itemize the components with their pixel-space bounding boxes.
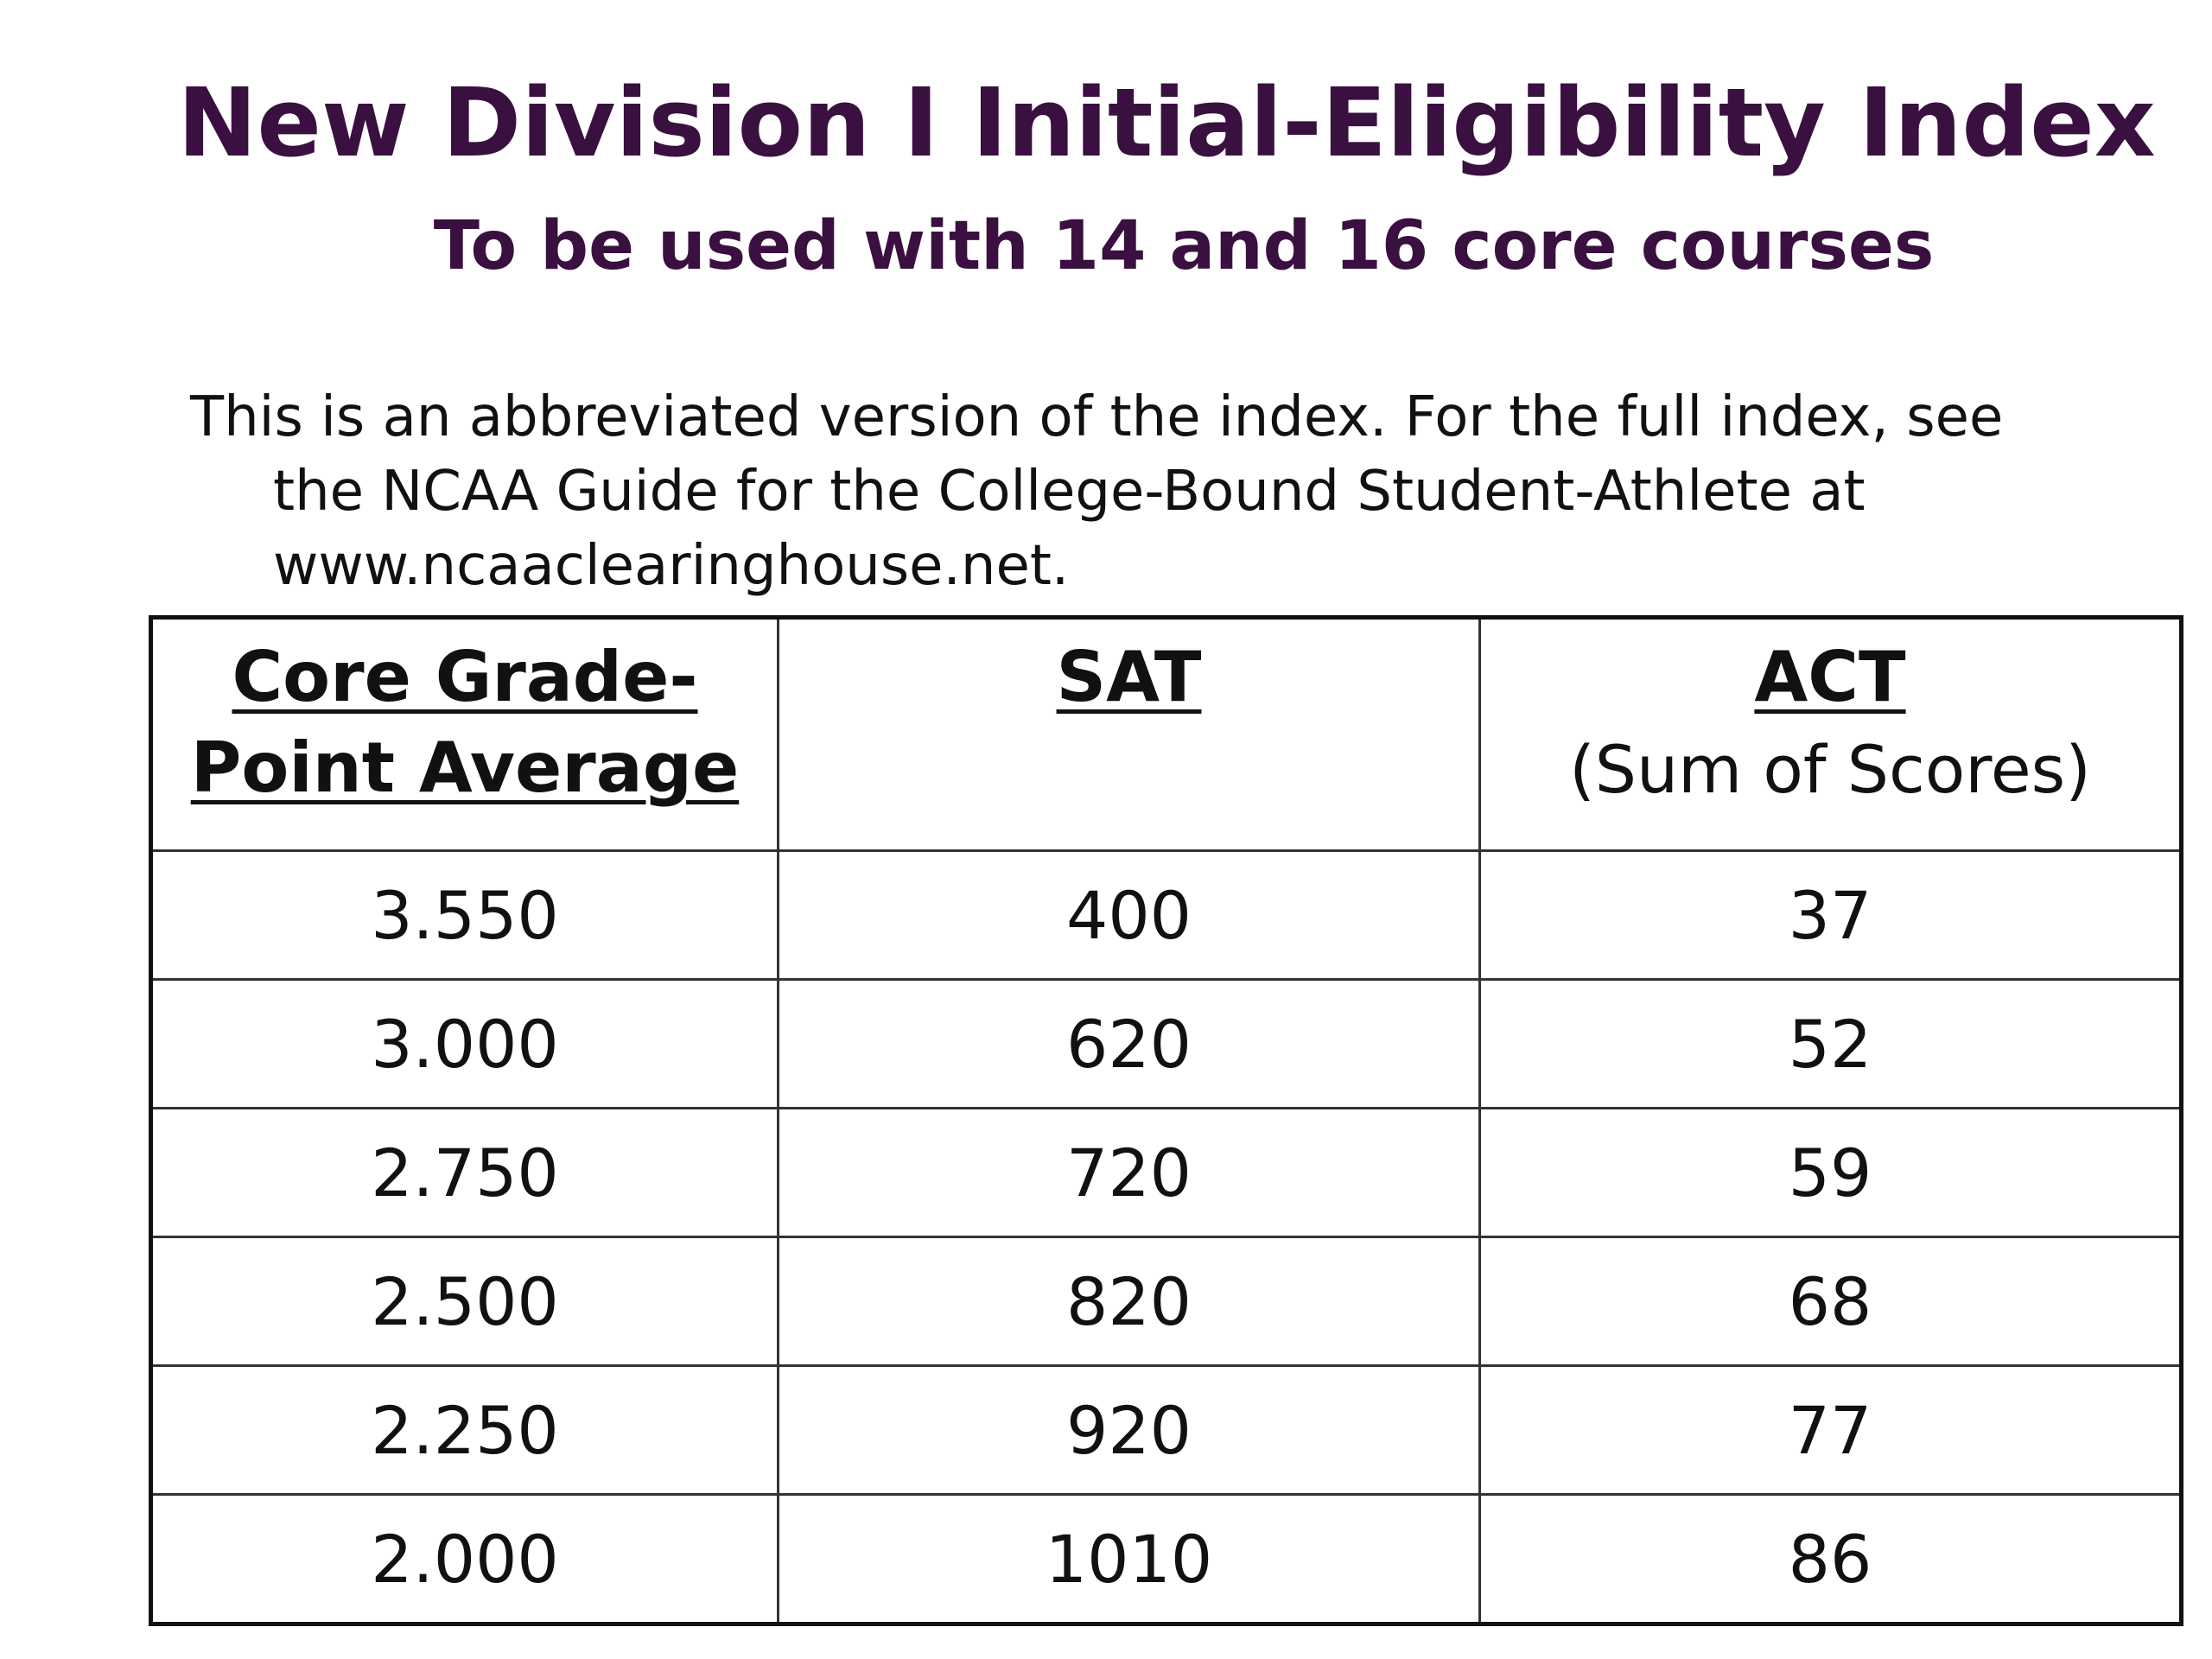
cell-sat: 720 <box>777 1107 1481 1238</box>
table-row: 3.550 400 37 <box>149 849 2183 981</box>
cell-act: 37 <box>1478 849 2183 981</box>
cell-sat: 820 <box>777 1236 1481 1367</box>
eligibility-index-table: Core Grade- Point Average SAT ACT (Sum o… <box>149 615 2183 1626</box>
cell-act: 77 <box>1478 1364 2183 1496</box>
table-row: 2.250 920 77 <box>149 1364 2183 1496</box>
cell-act: 52 <box>1478 978 2183 1109</box>
cell-act: 59 <box>1478 1107 2183 1238</box>
column-header-label: SAT <box>1056 637 1202 717</box>
table-header-row: Core Grade- Point Average SAT ACT (Sum o… <box>149 616 2183 852</box>
table-row: 2.750 720 59 <box>149 1107 2183 1238</box>
intro-paragraph: This is an abbreviated version of the in… <box>190 385 2004 598</box>
cell-gpa: 2.500 <box>149 1236 779 1367</box>
column-header-sublabel: (Sum of Scores) <box>1569 731 2091 808</box>
page-title: New Division I Initial-Eligibility Index <box>177 67 2156 178</box>
column-header-label: ACT <box>1754 637 1906 717</box>
cell-sat: 920 <box>777 1364 1481 1496</box>
column-header-act: ACT (Sum of Scores) <box>1478 616 2183 852</box>
table-row: 2.000 1010 86 <box>149 1493 2183 1625</box>
table-row: 2.500 820 68 <box>149 1236 2183 1367</box>
cell-sat: 400 <box>777 849 1481 981</box>
cell-act: 68 <box>1478 1236 2183 1367</box>
page-subtitle: To be used with 14 and 16 core courses <box>433 207 1935 285</box>
table-row: 3.000 620 52 <box>149 978 2183 1109</box>
cell-sat: 1010 <box>777 1493 1481 1625</box>
cell-gpa: 2.750 <box>149 1107 779 1238</box>
cell-sat: 620 <box>777 978 1481 1109</box>
column-header-sat: SAT <box>777 616 1481 852</box>
column-header-label: Core Grade- Point Average <box>190 637 740 808</box>
cell-act: 86 <box>1478 1493 2183 1625</box>
cell-gpa: 3.000 <box>149 978 779 1109</box>
cell-gpa: 2.000 <box>149 1493 779 1625</box>
cell-gpa: 3.550 <box>149 849 779 981</box>
cell-gpa: 2.250 <box>149 1364 779 1496</box>
column-header-gpa: Core Grade- Point Average <box>149 616 779 852</box>
